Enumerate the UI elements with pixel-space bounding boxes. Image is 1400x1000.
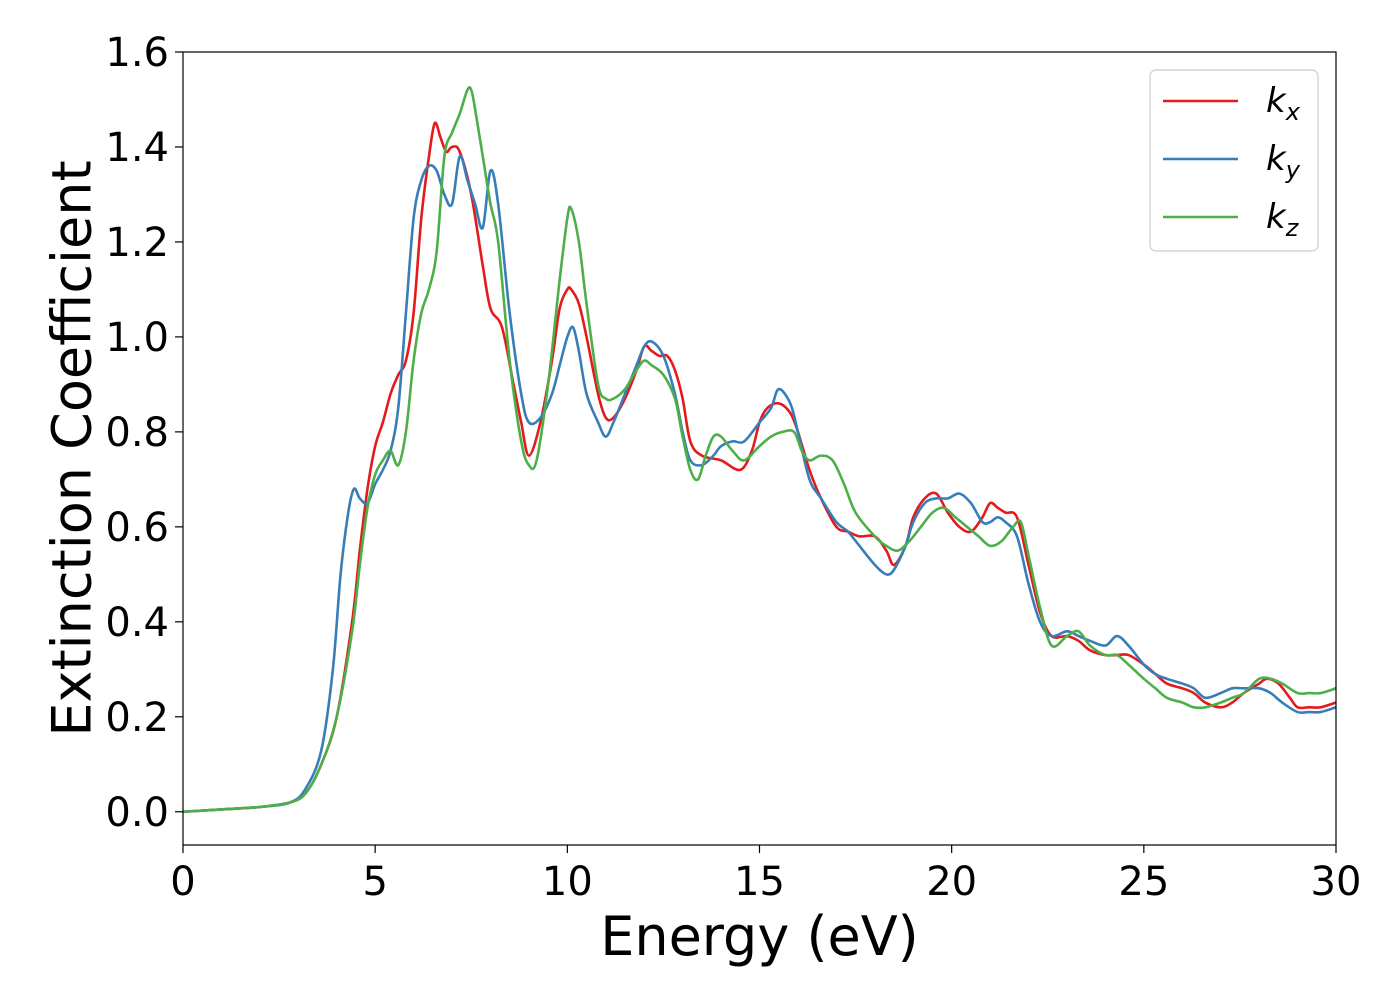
x-axis-label: Energy (eV) — [600, 905, 919, 968]
y-tick-label: 1.4 — [105, 125, 169, 171]
y-tick-label: 0.2 — [105, 695, 169, 741]
series-line-x — [183, 121, 1336, 814]
x-axis: 0 5 10 15 20 25 30 — [170, 845, 1361, 905]
x-tick-label: 20 — [926, 859, 977, 905]
y-tick-label: 0.6 — [105, 505, 169, 551]
y-tick-label: 0.0 — [105, 790, 169, 836]
legend: kx ky kz — [1149, 69, 1319, 252]
series-layer — [183, 86, 1336, 814]
legend-box — [1149, 69, 1319, 252]
y-tick-label: 1.0 — [105, 315, 169, 361]
series-line-z — [183, 86, 1336, 814]
y-axis: 0.0 0.2 0.4 0.6 0.8 1.0 1.2 1.4 1.6 — [105, 30, 183, 836]
y-tick-label: 0.8 — [105, 410, 169, 456]
y-tick-label: 1.2 — [105, 220, 169, 266]
y-tick-label: 1.6 — [105, 30, 169, 76]
y-axis-label: Extinction Coefficient — [41, 160, 104, 736]
x-tick-label: 30 — [1311, 859, 1362, 905]
legend-label-y: ky — [1266, 139, 1301, 184]
legend-label-z: kz — [1266, 197, 1300, 242]
legend-label-x: kx — [1266, 81, 1301, 126]
y-tick-label: 0.4 — [105, 600, 169, 646]
x-tick-label: 10 — [542, 859, 593, 905]
series-line-y — [183, 154, 1336, 814]
x-tick-label: 0 — [170, 859, 195, 905]
x-tick-label: 5 — [362, 859, 387, 905]
x-tick-label: 15 — [734, 859, 785, 905]
x-tick-label: 25 — [1118, 859, 1169, 905]
